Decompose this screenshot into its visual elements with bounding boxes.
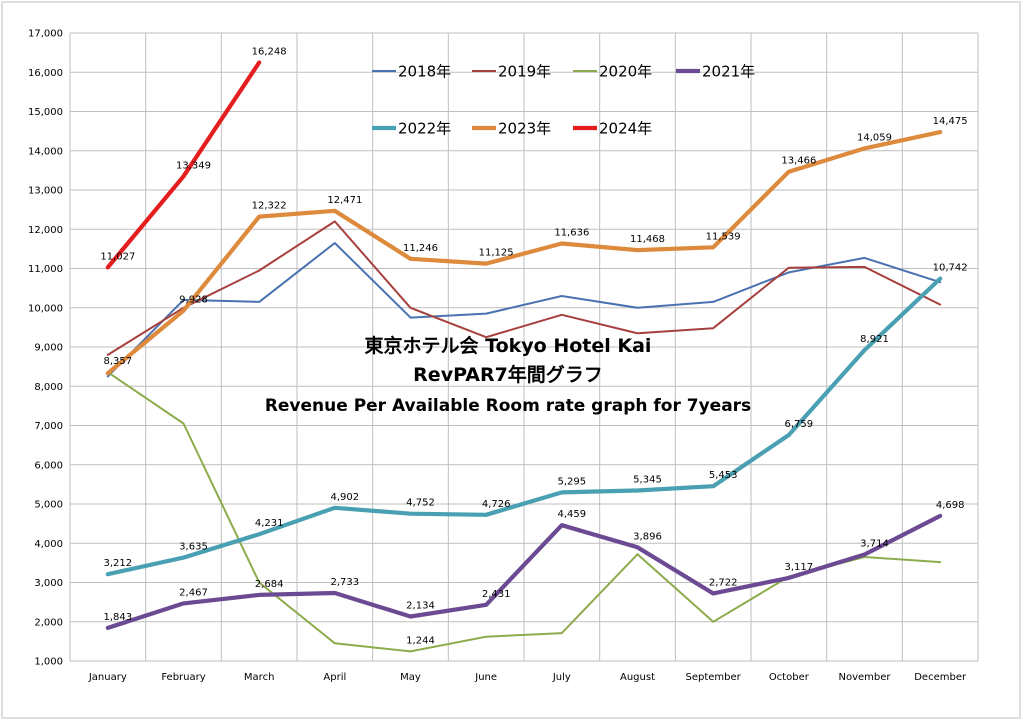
data-label: 11,468	[630, 234, 665, 245]
y-tick-label: 10,000	[28, 303, 63, 314]
title-line-1: 東京ホテル会 Tokyo Hotel Kai	[365, 334, 652, 357]
y-tick-label: 7,000	[34, 421, 63, 432]
series-line	[106, 242, 942, 378]
legend: 2018年 2019年 2020年 2021年 2022年 2023年 2024年	[372, 63, 755, 138]
data-label: 3,117	[785, 562, 814, 573]
x-tick-label: November	[838, 672, 891, 683]
x-tick-label: April	[323, 672, 346, 683]
data-label: 4,726	[482, 499, 511, 510]
y-tick-label: 3,000	[34, 578, 63, 589]
data-label: 3,714	[860, 538, 889, 549]
data-label: 11,636	[554, 228, 589, 239]
series-line	[105, 60, 262, 270]
data-label: 2,733	[331, 577, 360, 588]
data-label: 4,459	[558, 509, 587, 520]
data-label: 5,345	[633, 474, 662, 485]
data-label: 16,248	[252, 47, 287, 58]
data-label: 2,722	[709, 577, 738, 588]
data-label: 1,244	[406, 635, 435, 646]
legend-label: 2023年	[498, 120, 551, 138]
y-tick-label: 13,000	[28, 186, 63, 197]
data-label: 2,134	[406, 600, 435, 611]
data-label: 5,453	[709, 470, 738, 481]
data-label: 9,928	[179, 295, 208, 306]
data-label: 2,431	[482, 589, 511, 600]
data-label: 3,212	[104, 558, 133, 569]
data-label: 4,231	[255, 518, 284, 529]
x-tick-label: October	[769, 672, 810, 683]
y-tick-label: 17,000	[28, 29, 63, 40]
x-tick-label: February	[161, 672, 205, 683]
y-tick-label: 4,000	[34, 539, 63, 550]
y-tick-label: 1,000	[34, 657, 63, 668]
x-tick-label: September	[686, 672, 742, 683]
data-label: 11,027	[100, 251, 135, 262]
y-tick-label: 15,000	[28, 107, 63, 118]
y-tick-label: 14,000	[28, 146, 63, 157]
data-label: 2,467	[179, 587, 208, 598]
title-line-3: Revenue Per Available Room rate graph fo…	[265, 396, 751, 416]
data-label: 3,635	[179, 542, 208, 553]
legend-label: 2019年	[498, 63, 551, 81]
y-tick-label: 2,000	[34, 617, 63, 628]
data-label: 3,896	[633, 531, 662, 542]
data-label: 14,475	[933, 116, 968, 127]
y-tick-label: 5,000	[34, 500, 63, 511]
legend-label: 2024年	[599, 120, 652, 138]
data-label: 8,357	[104, 356, 133, 367]
series-line	[105, 513, 943, 631]
data-label: 1,843	[104, 612, 133, 623]
chart-title: 東京ホテル会 Tokyo Hotel Kai RevPAR7年間グラフ Reve…	[265, 334, 751, 416]
data-label: 12,322	[252, 201, 287, 212]
series-line	[106, 220, 942, 356]
data-label: 13,349	[176, 160, 211, 171]
series-line	[105, 130, 943, 376]
data-label: 8,921	[860, 334, 889, 345]
data-label: 12,471	[327, 195, 362, 206]
legend-label: 2022年	[398, 120, 451, 138]
y-tick-label: 11,000	[28, 264, 63, 275]
x-axis: January February March April May June July Augu…	[88, 672, 967, 683]
series-line	[105, 276, 943, 577]
data-label: 13,466	[781, 156, 816, 167]
y-tick-label: 6,000	[34, 460, 63, 471]
series-lines	[105, 60, 943, 653]
x-tick-label: August	[620, 672, 655, 683]
x-tick-label: December	[914, 672, 967, 683]
data-labels: 8,357 1,244 1,843 2,467 2,684 2,733 2,134 2,431…	[100, 47, 967, 647]
data-label: 5,295	[558, 476, 587, 487]
y-axis: 1,000 2,000 3,000 4,000 5,000 6,000 7,000 8,000…	[28, 29, 63, 668]
x-tick-label: June	[474, 672, 497, 683]
y-tick-label: 16,000	[28, 68, 63, 79]
y-tick-label: 12,000	[28, 225, 63, 236]
y-tick-label: 8,000	[34, 382, 63, 393]
x-tick-label: July	[552, 672, 571, 683]
data-label: 4,698	[936, 500, 965, 511]
x-tick-label: May	[400, 672, 421, 683]
data-label: 10,742	[933, 263, 968, 274]
data-label: 11,246	[403, 243, 438, 254]
data-label: 11,125	[479, 248, 514, 259]
data-label: 11,539	[706, 231, 741, 242]
data-label: 14,059	[857, 132, 892, 143]
title-line-2: RevPAR7年間グラフ	[413, 363, 603, 386]
data-label: 4,752	[406, 498, 435, 509]
data-label: 6,759	[785, 419, 814, 430]
gridlines	[69, 32, 979, 662]
data-label: 2,684	[255, 579, 284, 590]
y-tick-label: 9,000	[34, 343, 63, 354]
data-label: 4,902	[331, 492, 360, 503]
legend-label: 2020年	[599, 63, 652, 81]
legend-label: 2018年	[398, 63, 451, 81]
x-tick-label: March	[244, 672, 274, 683]
legend-label: 2021年	[702, 63, 755, 81]
x-tick-label: January	[88, 672, 127, 683]
